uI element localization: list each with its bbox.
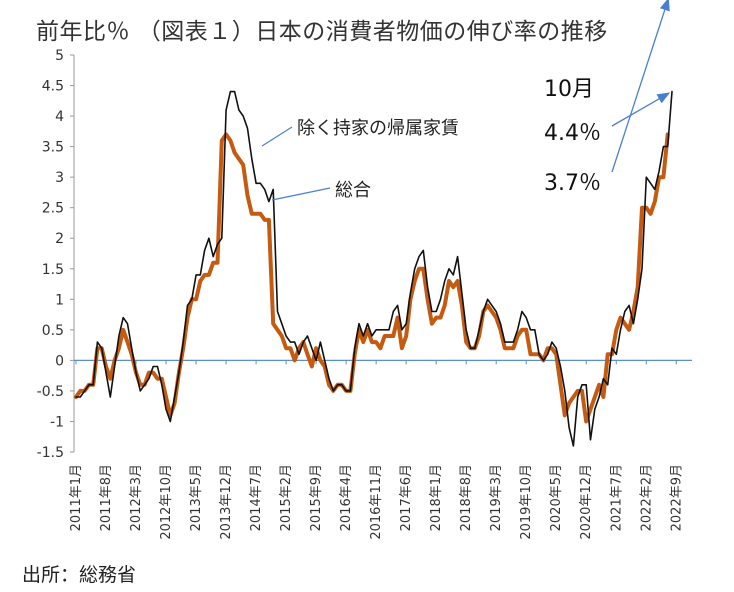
x-tick-label: 2012年3月 (129, 464, 144, 531)
y-tick-label: 3.5 (42, 140, 64, 156)
y-tick-label: 0.5 (42, 323, 64, 339)
x-tick-label: 2011年8月 (99, 464, 114, 531)
y-tick-label: -1 (50, 414, 64, 430)
y-tick-label: 3 (55, 170, 64, 186)
x-tick-label: 2022年2月 (639, 464, 654, 531)
x-tick-label: 2015年9月 (309, 464, 324, 531)
x-tick-label: 2021年7月 (609, 464, 624, 531)
y-tick-label: 0 (55, 353, 64, 369)
arrow-overall-value (611, 0, 670, 173)
x-tick-label: 2016年11月 (369, 464, 384, 540)
x-tick-label: 2017年6月 (399, 464, 414, 531)
y-tick-label: 2.5 (42, 201, 64, 217)
y-tick-label: -0.5 (37, 384, 64, 400)
x-tick-label: 2020年5月 (549, 464, 564, 531)
x-tick-label: 2018年8月 (459, 464, 474, 531)
x-tick-label: 2014年7月 (249, 464, 264, 531)
annotation-month: 10月 (544, 77, 594, 102)
x-tick-label: 2020年12月 (579, 464, 594, 540)
annotation-overall-value: 3.7％ (544, 171, 601, 196)
y-tick-label: 4.5 (42, 79, 64, 95)
series-line-core (75, 90, 673, 447)
y-tick-label: 5 (55, 48, 64, 64)
annotation-core-value: 4.4％ (544, 121, 601, 146)
x-tick-label: 2019年10月 (519, 464, 534, 540)
y-tick-label: 4 (55, 109, 64, 125)
x-tick-label: 2013年5月 (189, 464, 204, 531)
arrow-core-value (611, 92, 671, 127)
y-tick-label: 1 (55, 292, 64, 308)
x-tick-label: 2016年4月 (339, 464, 354, 531)
x-tick-label: 2019年3月 (489, 464, 504, 531)
series-line-overall (74, 132, 670, 424)
y-tick-label: 2 (55, 231, 64, 247)
x-tick-label: 2018年1月 (429, 464, 444, 531)
x-tick-label: 2011年1月 (69, 464, 84, 531)
y-tick-label: -1.5 (37, 445, 64, 461)
series-label-overall: 総合 (335, 180, 371, 201)
y-tick-label: 1.5 (42, 262, 64, 278)
x-tick-label: 2015年2月 (279, 464, 294, 531)
source-note: 出所：総務省 (22, 564, 137, 586)
core-pointer-line (261, 126, 293, 147)
series-label-core: 除く持家の帰属家賃 (297, 118, 459, 139)
x-tick-label: 2022年9月 (669, 464, 684, 531)
overall-pointer-line (271, 187, 331, 201)
x-tick-label: 2012年10月 (159, 464, 174, 540)
chart-title: 前年比％ （図表１）日本の消費者物価の伸び率の推移 (36, 19, 608, 45)
x-tick-label: 2013年12月 (219, 464, 234, 540)
